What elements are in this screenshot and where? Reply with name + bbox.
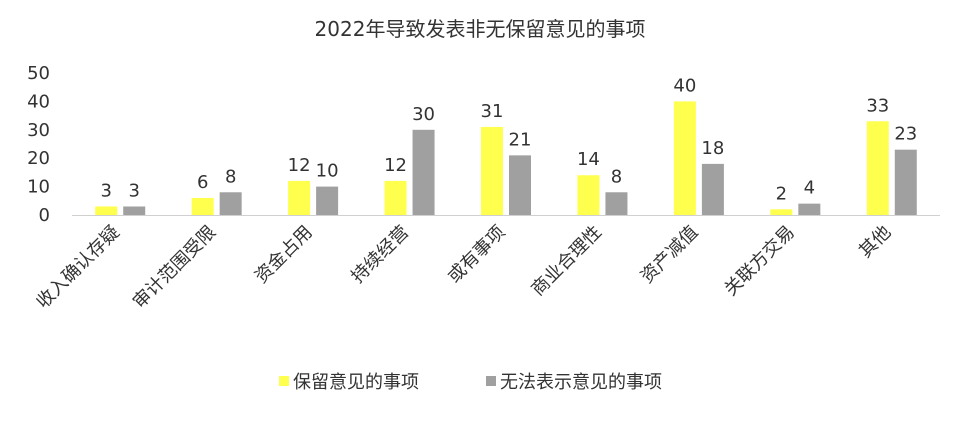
category-label: 关联方交易	[720, 222, 798, 300]
data-label: 40	[673, 75, 696, 96]
bar-qualified	[577, 175, 600, 215]
bar-disclaimer	[894, 149, 917, 215]
bar-disclaimer	[701, 163, 724, 215]
bar-disclaimer	[219, 192, 242, 215]
data-label: 21	[509, 129, 532, 150]
bar-disclaimer	[509, 155, 531, 215]
chart-title: 2022年导致发表非无保留意见的事项	[315, 17, 646, 41]
bar-disclaimer	[412, 129, 435, 215]
bar-qualified	[191, 197, 214, 215]
data-label: 10	[316, 161, 339, 182]
bar-qualified	[770, 209, 793, 215]
y-tick-label: 20	[27, 148, 50, 169]
y-tick-label: 40	[27, 91, 50, 112]
data-label: 3	[128, 180, 139, 201]
bar-disclaimer	[605, 192, 628, 215]
y-tick-label: 0	[39, 205, 50, 226]
data-label: 30	[412, 104, 435, 125]
bar-qualified	[384, 180, 407, 215]
data-label: 14	[577, 149, 600, 170]
category-label: 商业合理性	[527, 222, 605, 300]
bar-qualified	[95, 206, 118, 215]
category-label: 其他	[855, 222, 895, 262]
bar-qualified	[673, 101, 696, 215]
y-tick-label: 50	[27, 63, 50, 84]
data-label: 33	[866, 95, 889, 116]
legend-label: 无法表示意见的事项	[500, 372, 662, 393]
data-label: 12	[288, 155, 311, 176]
data-label: 4	[804, 178, 815, 199]
bar-qualified	[481, 126, 503, 215]
category-label: 持续经营	[347, 222, 413, 288]
data-label: 12	[384, 155, 407, 176]
category-label: 收入确认存疑	[33, 222, 124, 313]
legend-label: 保留意见的事项	[293, 372, 419, 393]
bar-qualified	[866, 121, 889, 215]
y-tick-label: 10	[27, 177, 50, 198]
y-tick-label: 30	[27, 120, 50, 141]
legend-swatch	[486, 376, 496, 386]
data-label: 3	[100, 180, 111, 201]
data-label: 23	[894, 124, 917, 145]
y-axis: 0 10 20 30 40 50	[27, 63, 50, 226]
legend-swatch	[279, 376, 289, 386]
category-label: 或有事项	[444, 222, 510, 288]
category-label: 资产减值	[637, 222, 703, 288]
x-axis: 收入确认存疑 审计范围受限 资金占用 持续经营 或有事项 商业合理性 资产减值 关联方交易 其他	[33, 222, 896, 313]
data-label: 6	[197, 172, 208, 193]
data-label: 8	[611, 166, 622, 187]
legend: 保留意见的事项 无法表示意见的事项	[279, 372, 662, 393]
data-label: 2	[776, 183, 787, 204]
category-label: 资金占用	[251, 222, 317, 288]
data-label: 18	[701, 138, 724, 159]
bars	[95, 101, 917, 215]
bar-disclaimer	[798, 203, 821, 215]
bar-qualified	[288, 180, 311, 215]
category-label: 审计范围受限	[129, 222, 220, 313]
bar-disclaimer	[123, 206, 146, 215]
data-label: 8	[225, 166, 236, 187]
bar-disclaimer	[316, 186, 339, 215]
data-label: 31	[481, 101, 504, 122]
